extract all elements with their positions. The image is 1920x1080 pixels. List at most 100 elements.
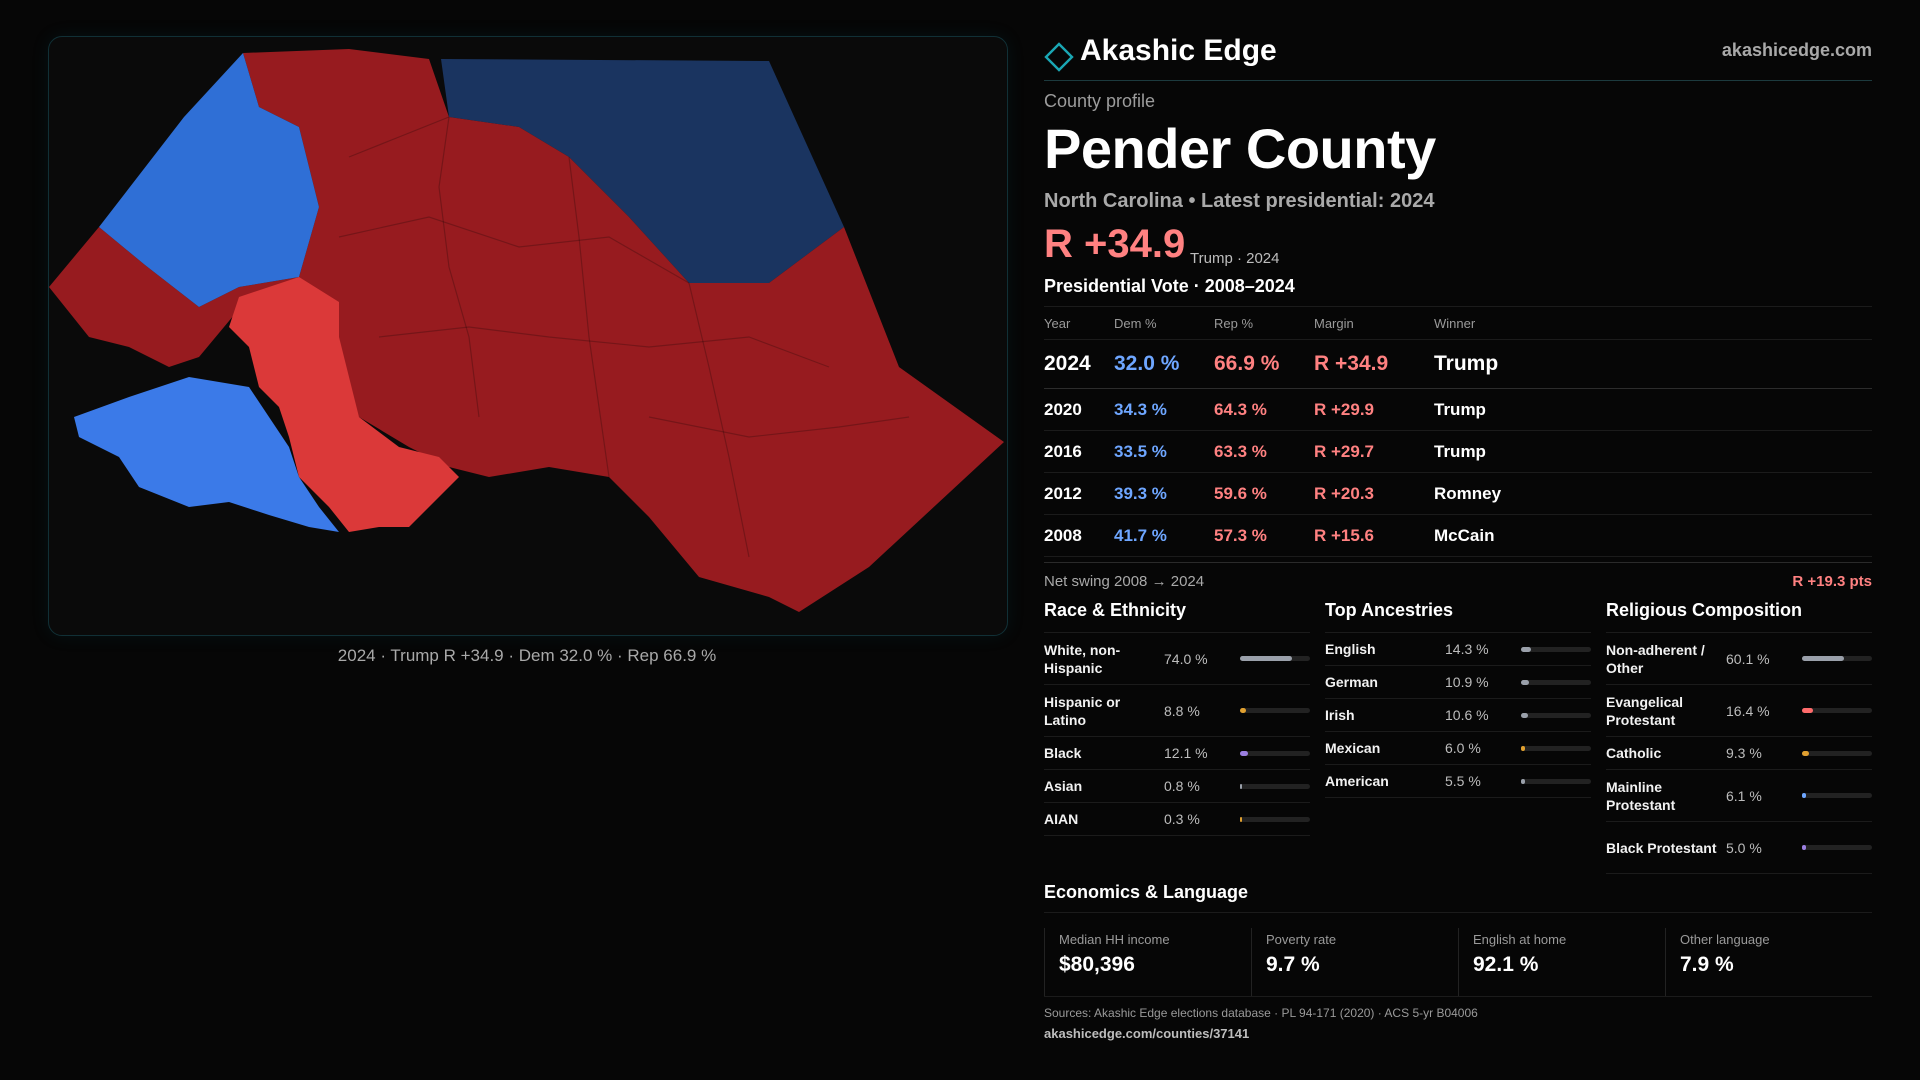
econ-value: $80,396	[1059, 953, 1135, 976]
list-item: English 14.3 %	[1325, 633, 1591, 666]
table-row: 2020 34.3 % 64.3 % R +29.9 Trump	[1044, 389, 1872, 431]
race-section-title: Race & Ethnicity	[1044, 600, 1310, 633]
econ-card-other-language: Other language 7.9 %	[1665, 928, 1872, 996]
item-bar	[1802, 845, 1872, 850]
item-bar	[1521, 646, 1591, 652]
precinct-northeast[interactable]	[441, 59, 844, 283]
list-item: Asian 0.8 %	[1044, 770, 1310, 803]
item-label: Asian	[1044, 778, 1083, 794]
item-bar-fill	[1521, 712, 1528, 718]
row-winner: Romney	[1434, 483, 1502, 503]
list-item: Irish 10.6 %	[1325, 699, 1591, 732]
list-item: Hispanic or Latino 8.8 %	[1044, 685, 1310, 737]
row-year: 2016	[1044, 441, 1082, 461]
item-bar	[1802, 656, 1872, 661]
net-swing-label: Net swing 2008 → 2024	[1044, 573, 1205, 590]
item-label: Mainline Protestant	[1606, 778, 1676, 813]
header-rep: Rep %	[1214, 315, 1254, 331]
list-item: American 5.5 %	[1325, 765, 1591, 798]
row-winner: Trump	[1434, 352, 1499, 375]
item-bar	[1521, 778, 1591, 784]
table-row: 2024 32.0 % 66.9 % R +34.9 Trump	[1044, 340, 1872, 389]
item-label: Mexican	[1325, 740, 1381, 756]
header-winner: Winner	[1434, 315, 1476, 331]
item-value: 12.1 %	[1164, 745, 1208, 761]
sources-text: Sources: Akashic Edge elections database…	[1044, 1006, 1478, 1020]
item-value: 16.4 %	[1726, 702, 1770, 719]
profile-subtitle: North Carolina • Latest presidential: 20…	[1044, 190, 1435, 212]
item-bar-fill	[1240, 783, 1242, 789]
econ-label: Poverty rate	[1266, 932, 1337, 947]
item-label: Black	[1044, 745, 1082, 761]
row-dem: 34.3 %	[1114, 399, 1167, 419]
race-rows: White, non-Hispanic 74.0 % Hispanic or Lat…	[1044, 633, 1310, 836]
row-margin: R +34.9	[1314, 352, 1389, 375]
item-label: White, non-Hispanic	[1044, 641, 1121, 676]
item-bar-fill	[1802, 656, 1844, 661]
precinct-main-body[interactable]	[49, 49, 1004, 612]
list-item: German 10.9 %	[1325, 666, 1591, 699]
row-winner: McCain	[1434, 525, 1495, 545]
vote-table: Year Dem % Rep % Margin Winner 2024 32.0…	[1044, 306, 1872, 557]
row-rep: 59.6 %	[1214, 483, 1267, 503]
row-winner: Trump	[1434, 399, 1486, 419]
item-value: 5.5 %	[1445, 773, 1481, 789]
table-row: 2012 39.3 % 59.6 % R +20.3 Romney	[1044, 473, 1872, 515]
econ-label: Other language	[1680, 932, 1770, 947]
economics-cards: Median HH income $80,396 Poverty rate 9.…	[1044, 928, 1872, 997]
item-label: English	[1325, 641, 1376, 657]
row-margin: R +29.9	[1314, 399, 1375, 419]
row-year: 2012	[1044, 483, 1082, 503]
item-bar-fill	[1802, 708, 1813, 713]
list-item: Black Protestant 5.0 %	[1606, 822, 1872, 874]
race-ethnicity-section: Race & Ethnicity White, non-Hispanic 74.0…	[1044, 600, 1310, 836]
precinct-northwest[interactable]	[99, 53, 319, 307]
item-label: Hispanic or Latino	[1044, 693, 1121, 728]
item-bar-fill	[1240, 708, 1246, 713]
table-row: 2016 33.5 % 63.3 % R +29.7 Trump	[1044, 431, 1872, 473]
brand-site-link[interactable]: akashicedge.com	[1721, 40, 1872, 60]
item-label: Irish	[1325, 707, 1355, 723]
item-label: German	[1325, 674, 1378, 690]
precinct-map-svg[interactable]	[49, 37, 1007, 635]
item-bar	[1802, 793, 1872, 798]
item-bar-fill	[1802, 750, 1809, 756]
precinct-central[interactable]	[229, 277, 459, 532]
header-margin: Margin	[1314, 315, 1354, 331]
list-item: AIAN 0.3 %	[1044, 803, 1310, 836]
item-bar-fill	[1521, 745, 1525, 751]
list-item: Mainline Protestant 6.1 %	[1606, 770, 1872, 822]
list-item: Evangelical Protestant 16.4 %	[1606, 685, 1872, 737]
econ-card-english: English at home 92.1 %	[1458, 928, 1665, 996]
map-caption: 2024 · Trump R +34.9 · Dem 32.0 % · Rep …	[337, 646, 717, 665]
item-bar-fill	[1802, 845, 1806, 850]
row-year: 2008	[1044, 525, 1082, 545]
item-bar	[1240, 708, 1310, 713]
item-value: 6.1 %	[1726, 787, 1762, 804]
econ-card-poverty: Poverty rate 9.7 %	[1251, 928, 1458, 996]
row-rep: 57.3 %	[1214, 525, 1267, 545]
item-value: 0.8 %	[1164, 778, 1200, 794]
list-item: White, non-Hispanic 74.0 %	[1044, 633, 1310, 685]
item-value: 74.0 %	[1164, 650, 1208, 667]
row-margin: R +29.7	[1314, 441, 1375, 461]
item-value: 9.3 %	[1726, 745, 1762, 761]
source-url-link[interactable]: akashicedge.com/counties/37141	[1044, 1026, 1250, 1041]
item-value: 14.3 %	[1445, 641, 1489, 657]
precinct-map[interactable]	[48, 36, 1008, 636]
precinct-southwest[interactable]	[74, 377, 339, 532]
religion-section: Religious Composition Non-adherent / Oth…	[1606, 600, 1872, 874]
item-bar-fill	[1521, 679, 1529, 685]
row-rep: 64.3 %	[1214, 399, 1267, 419]
row-year: 2020	[1044, 399, 1082, 419]
brand-name[interactable]: Akashic Edge	[1080, 34, 1277, 67]
item-bar	[1240, 656, 1310, 661]
item-label: Evangelical Protestant	[1606, 693, 1684, 728]
row-dem: 32.0 %	[1114, 352, 1180, 375]
row-dem: 33.5 %	[1114, 441, 1167, 461]
row-margin: R +15.6	[1314, 525, 1375, 545]
profile-kicker: County profile	[1044, 91, 1156, 111]
item-label: Non-adherent / Other	[1606, 641, 1705, 676]
brand-header: Akashic Edge akashicedge.com	[1044, 30, 1872, 81]
headline-note: Trump · 2024	[1190, 250, 1280, 267]
